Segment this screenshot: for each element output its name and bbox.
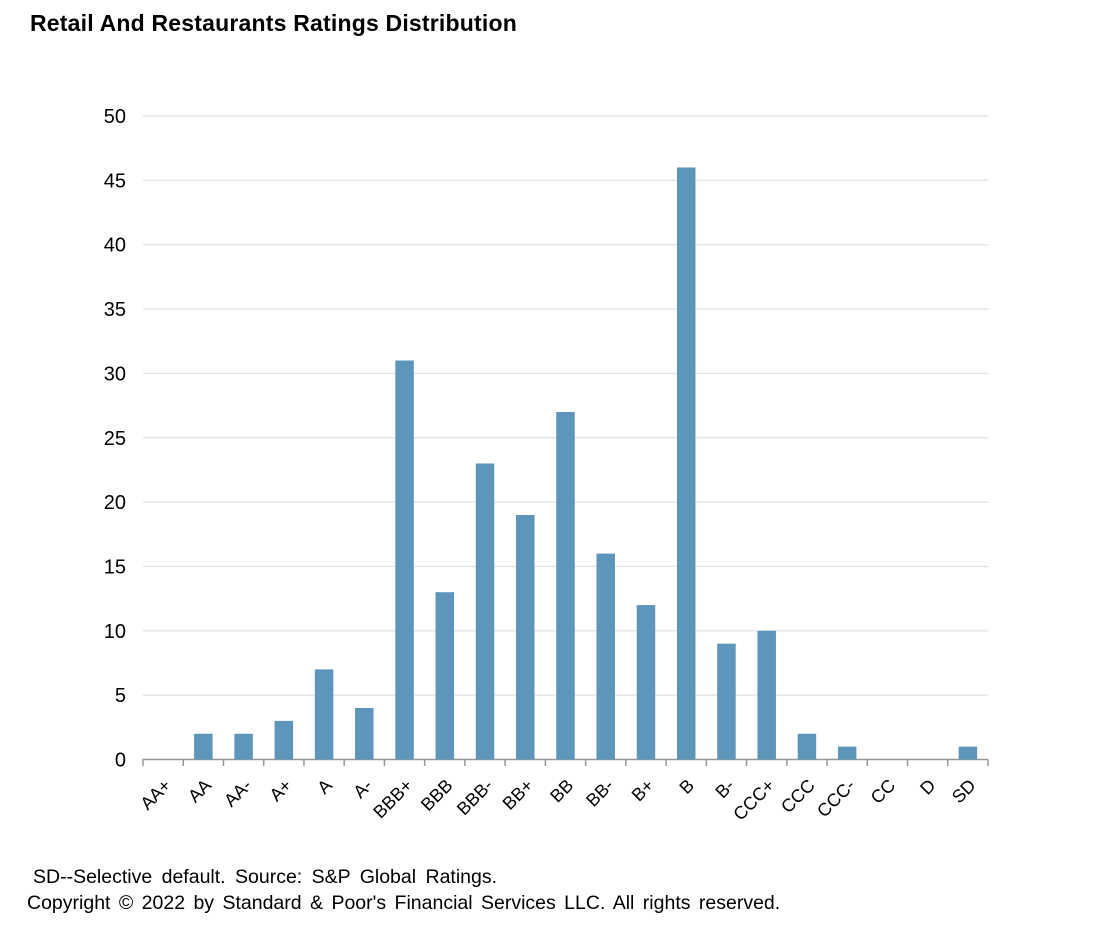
bar-BB-	[596, 553, 615, 760]
x-tick-label: BB-	[582, 775, 617, 810]
x-tick-label: B-	[711, 775, 738, 802]
x-tick-label: AA	[184, 775, 215, 806]
bar-CCC-	[837, 746, 857, 760]
x-tick-label: BB	[546, 775, 577, 806]
x-tick-label: CC	[867, 775, 900, 808]
x-tick-label: CCC	[777, 775, 819, 817]
x-tick-label: CCC-	[813, 775, 859, 821]
x-tick-label: A+	[266, 775, 296, 805]
x-tick-label: BBB+	[369, 775, 416, 822]
y-tick-label: 50	[104, 106, 126, 128]
x-tick-label: AA+	[136, 775, 175, 814]
y-tick-label: 5	[115, 685, 126, 707]
bar-BBB	[435, 592, 455, 760]
chart-title: Retail And Restaurants Ratings Distribut…	[30, 10, 517, 36]
x-tick-label: B	[675, 775, 698, 798]
source-note: SD--Selective default. Source: S&P Globa…	[33, 866, 498, 888]
bar-AA	[194, 733, 213, 760]
x-tick-label: B+	[628, 775, 658, 805]
x-tick-label: CCC+	[729, 775, 778, 824]
bar-B+	[636, 605, 656, 760]
x-tick-label: SD	[948, 775, 980, 807]
x-tick-label: BBB	[417, 775, 457, 815]
bar-BB	[556, 412, 575, 760]
bar-B-	[717, 643, 736, 760]
x-tick-label: BBB-	[453, 775, 497, 819]
copyright-note: Copyright © 2022 by Standard & Poor's Fi…	[27, 892, 781, 914]
bar-CCC	[797, 733, 817, 760]
bar-B	[676, 167, 696, 760]
y-tick-label: 20	[104, 492, 126, 514]
bar-AA-	[234, 733, 253, 760]
bar-SD	[958, 746, 978, 760]
y-tick-label: 35	[104, 299, 126, 321]
y-tick-label: 40	[104, 235, 126, 257]
bar-BB+	[516, 514, 535, 760]
y-tick-label: 25	[104, 428, 126, 450]
bar-BBB-	[475, 463, 495, 760]
bar-A-	[355, 708, 374, 760]
y-tick-label: 30	[104, 363, 126, 385]
x-tick-label: AA-	[220, 775, 255, 810]
y-tick-label: 45	[104, 170, 126, 192]
bar-A	[314, 669, 334, 760]
y-tick-label: 0	[115, 750, 126, 772]
x-tick-label: A-	[349, 775, 376, 802]
y-tick-label: 15	[104, 556, 126, 578]
y-tick-label: 10	[104, 621, 126, 643]
bar-A+	[274, 720, 294, 760]
x-tick-label: BB+	[499, 775, 538, 814]
bar-BBB+	[395, 360, 414, 760]
x-tick-label: A	[313, 775, 336, 798]
x-tick-label: D	[916, 775, 939, 798]
bar-CCC+	[757, 630, 776, 760]
